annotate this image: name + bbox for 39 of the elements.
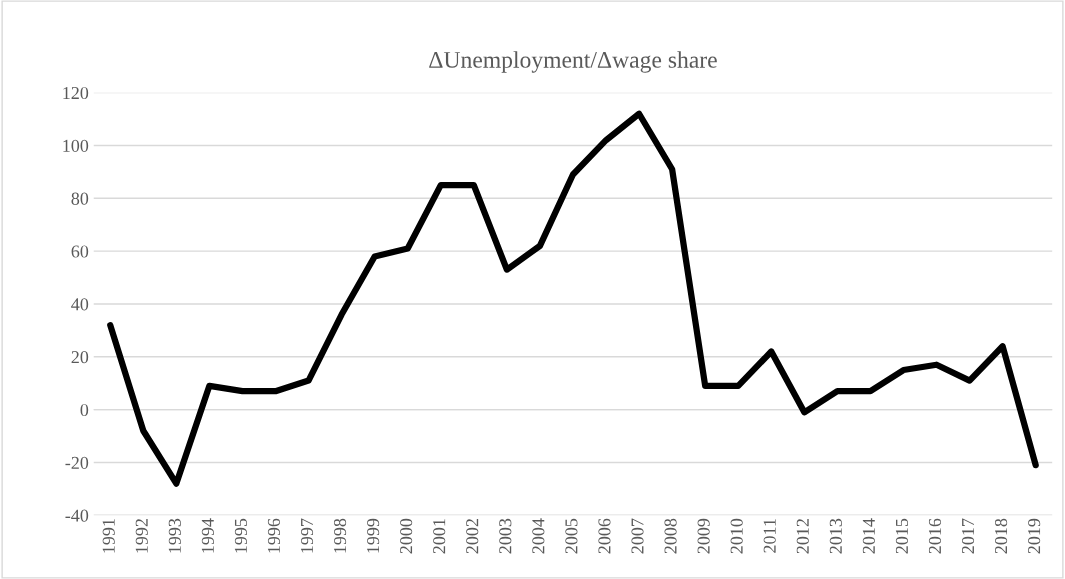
x-tick-label: 1997 [300, 518, 314, 553]
x-tick-label: 1994 [201, 518, 214, 553]
x-tick-label: 2009 [697, 518, 710, 554]
y-tick-label: 60 [71, 245, 89, 258]
x-tick-label: 1999 [367, 518, 380, 553]
x-tick-label: 1991 [102, 519, 115, 553]
y-tick-label: 40 [71, 298, 89, 311]
x-tick-label: 2014 [862, 518, 875, 554]
x-tick-label: 2001 [433, 519, 446, 554]
x-tick-label: 2012 [796, 519, 809, 554]
y-tick-label: -20 [65, 456, 89, 469]
y-tick-label: -40 [65, 509, 89, 522]
x-tick-label: 1992 [135, 519, 148, 553]
x-tick-label: 2010 [730, 518, 743, 554]
x-tick-label: 2002 [466, 519, 479, 554]
x-tick-label: 2015 [895, 518, 909, 554]
x-tick-label: 1998 [333, 518, 347, 553]
x-tick-label: 2005 [565, 518, 578, 554]
x-tick-label: 2019 [1028, 518, 1041, 554]
chart-title: ΔUnemployment/Δwage share [429, 51, 717, 73]
y-tick-label: 0 [80, 403, 89, 417]
x-tick-label: 2004 [532, 518, 545, 554]
x-tick-label: 2007 [631, 518, 644, 554]
x-tick-label: 2013 [829, 518, 842, 554]
x-tick-label: 2016 [928, 518, 942, 554]
y-tick-label: 80 [71, 192, 89, 205]
x-tick-label: 2008 [664, 518, 677, 554]
x-tick-label: 1995 [234, 518, 247, 553]
x-tick-label: 2000 [400, 518, 413, 554]
x-tick-label: 2017 [961, 518, 975, 554]
x-tick-label: 1996 [267, 518, 281, 553]
y-tick-label: 20 [71, 351, 89, 364]
x-tick-label: 2011 [763, 519, 776, 553]
x-tick-label: 2018 [994, 518, 1008, 554]
x-tick-label: 1993 [168, 518, 181, 553]
y-tick-label: 120 [63, 86, 89, 100]
x-tick-label: 2006 [598, 518, 611, 554]
x-tick-label: 2003 [499, 518, 512, 554]
y-tick-label: 100 [63, 139, 89, 152]
